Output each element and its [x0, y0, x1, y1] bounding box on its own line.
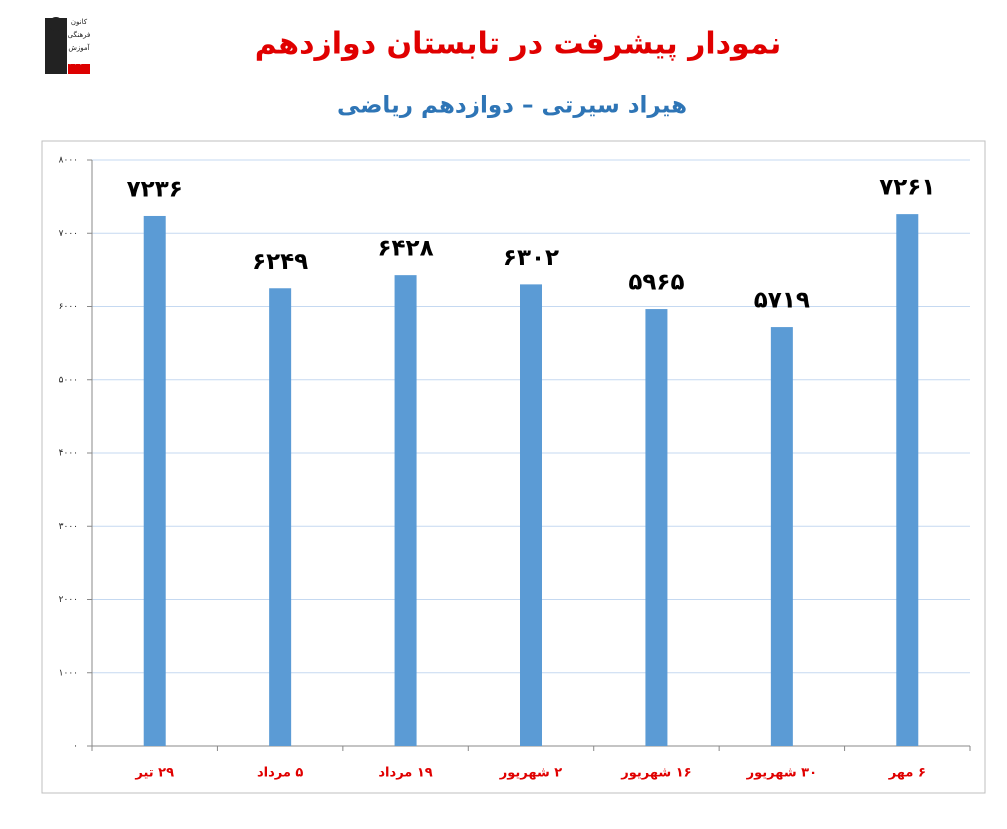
y-tick-label: ۵۰۰۰ [59, 375, 78, 385]
bar [770, 327, 793, 746]
logo-text: قلم چی [68, 57, 91, 65]
chart-border [41, 140, 986, 794]
data-label: ۷۲۳۶ [127, 176, 183, 202]
logo-text: فرهنگی [68, 30, 91, 39]
x-tick-label: ۳۰ شهریور [746, 766, 817, 781]
y-tick-label: ۶۰۰۰ [59, 302, 78, 312]
bar [143, 215, 166, 746]
logo-head [49, 17, 63, 31]
x-tick-label: ۲۹ تیر [134, 766, 174, 781]
data-label: ۶۴۲۸ [377, 236, 433, 262]
y-tick-label: ۸۰۰۰ [59, 156, 78, 166]
bar [269, 288, 292, 746]
data-label: ۵۷۱۹ [754, 288, 810, 314]
chart-title: نمودار پیشرفت در تابستان دوازدهم [255, 27, 781, 62]
y-tick-label: ۳۰۰۰ [59, 522, 78, 532]
x-tick-label: ۲ شهریور [499, 766, 563, 781]
y-tick-label: ۲۰۰۰ [59, 595, 78, 605]
data-label: ۵۹۶۵ [628, 270, 684, 296]
x-tick-label: ۶ مهر [888, 766, 926, 781]
logo-badge [68, 64, 90, 74]
x-tick-label: ۵ مرداد [257, 766, 303, 781]
logo-text: کانون [71, 18, 88, 26]
chart-subtitle: هیراد سیرتی – دوازدهم ریاضی [337, 93, 687, 119]
x-tick-label: ۱۶ شهریور [620, 766, 691, 781]
bar [645, 309, 668, 746]
x-tick-label: ۱۹ مرداد [378, 766, 432, 781]
logo-figure [45, 18, 67, 74]
data-label: ۷۲۶۱ [879, 175, 935, 201]
data-label: ۶۲۴۹ [252, 249, 308, 275]
logo-text: آموزش [68, 43, 90, 52]
y-tick-label: ۱۰۰۰ [59, 668, 78, 678]
y-tick-label: ۷۰۰۰ [59, 229, 78, 239]
data-label: ۶۳۰۲ [503, 245, 559, 271]
logo [45, 17, 90, 74]
y-tick-label: ۴۰۰۰ [59, 449, 78, 459]
bar [896, 214, 919, 747]
bar [394, 275, 417, 746]
y-tick-label: ۰ [73, 742, 78, 752]
bar [520, 284, 542, 746]
